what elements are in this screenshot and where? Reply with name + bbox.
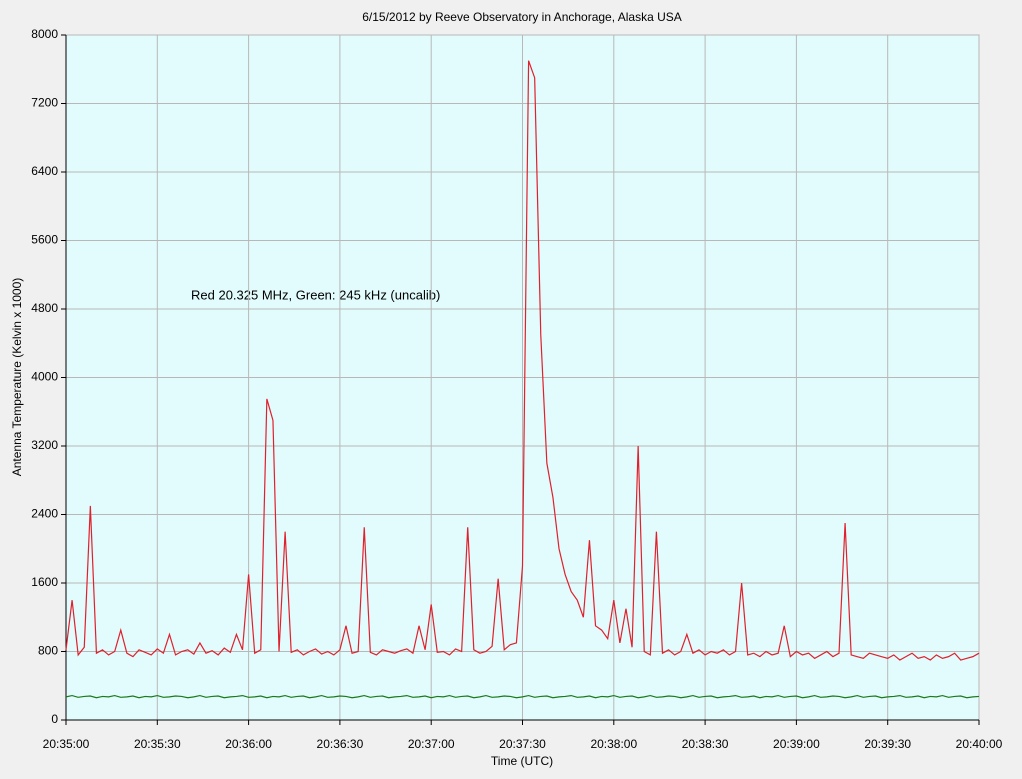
y-tick-label: 6400 xyxy=(31,164,58,178)
series-line xyxy=(65,694,980,699)
x-tick-label: 20:39:30 xyxy=(864,737,911,751)
x-tick-label: 20:40:00 xyxy=(956,737,1003,751)
y-tick-label: 800 xyxy=(38,644,58,658)
x-tick-label: 20:35:00 xyxy=(43,737,90,751)
x-tick-label: 20:35:30 xyxy=(134,737,181,751)
y-tick-label: 1600 xyxy=(31,575,58,589)
x-tick-label: 20:36:30 xyxy=(317,737,364,751)
x-tick-label: 20:36:00 xyxy=(225,737,272,751)
y-tick-label: 3200 xyxy=(31,438,58,452)
x-tick-label: 20:38:30 xyxy=(682,737,729,751)
y-tick-label: 5600 xyxy=(31,233,58,247)
y-tick-label: 4000 xyxy=(31,370,58,384)
y-tick-label: 4800 xyxy=(31,301,58,315)
chart-title: 6/15/2012 by Reeve Observatory in Anchor… xyxy=(362,10,682,24)
x-tick-label: 20:39:00 xyxy=(773,737,820,751)
x-tick-label: 20:37:00 xyxy=(408,737,455,751)
x-tick-label: 20:37:30 xyxy=(499,737,546,751)
annotation: Red 20.325 MHz, Green: 245 kHz (uncalib) xyxy=(191,287,440,302)
y-tick-label: 2400 xyxy=(31,507,58,521)
y-tick-label: 7200 xyxy=(31,96,58,110)
y-axis-label: Antenna Temperature (Kelvin x 1000) xyxy=(10,278,24,477)
series-line xyxy=(65,60,980,661)
y-tick-label: 0 xyxy=(51,712,58,726)
x-tick-label: 20:38:00 xyxy=(590,737,637,751)
y-tick-label: 8000 xyxy=(31,27,58,41)
x-axis-label: Time (UTC) xyxy=(491,754,553,768)
